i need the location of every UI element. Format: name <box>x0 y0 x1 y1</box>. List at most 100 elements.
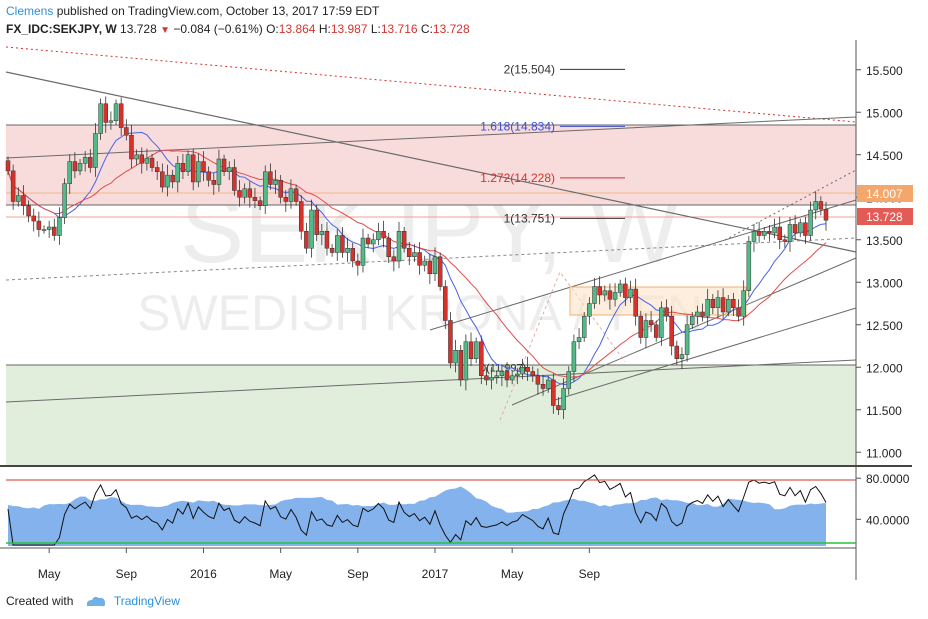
candle <box>813 191 818 220</box>
candle <box>206 166 211 187</box>
candle <box>298 195 304 240</box>
channel-upper-line <box>429 199 857 331</box>
candle <box>118 97 124 136</box>
candle <box>710 293 716 315</box>
candle <box>715 290 721 319</box>
candle <box>82 151 88 172</box>
candle-body <box>597 286 602 296</box>
open-value: 13.864 <box>278 22 316 36</box>
candle-body <box>196 161 201 183</box>
rsi-tick-label: 80.0000 <box>866 472 910 486</box>
candle <box>401 227 407 253</box>
candle <box>798 218 803 238</box>
candle <box>777 216 782 250</box>
candle <box>201 151 206 182</box>
candle <box>324 221 330 256</box>
candle <box>129 124 134 169</box>
candle-body <box>489 377 494 381</box>
candle <box>617 279 623 297</box>
candle <box>540 374 546 396</box>
candle-body <box>689 316 695 325</box>
candle <box>818 196 824 216</box>
candle <box>669 305 674 356</box>
candle-body <box>700 311 705 317</box>
candle <box>36 211 42 237</box>
candle <box>144 148 150 171</box>
candle-body <box>211 180 217 185</box>
fib-level-label: 1.618(14.834) <box>480 119 555 133</box>
symbol-name[interactable]: FX_IDC:SEKJPY, W <box>6 22 117 36</box>
candle-body <box>448 320 453 364</box>
candle <box>731 292 736 317</box>
created-with: Created with <box>6 594 74 608</box>
time-tick-label: May <box>38 567 61 581</box>
candle-body <box>72 161 78 172</box>
candle <box>237 180 242 207</box>
candle <box>576 328 582 350</box>
candle-body <box>365 237 371 245</box>
candle-body <box>463 341 469 381</box>
candle <box>458 344 463 387</box>
candle-body <box>823 208 829 221</box>
candle <box>180 153 186 180</box>
candle <box>736 299 741 322</box>
candle <box>124 119 129 141</box>
candle-body <box>818 201 824 210</box>
candle-body <box>612 292 618 300</box>
sma-red-line <box>7 149 827 379</box>
candle-body <box>623 283 628 298</box>
price-tick-label: 15.000 <box>866 106 903 120</box>
price-tick-label: 12.500 <box>866 319 903 333</box>
rsi-area <box>8 486 826 546</box>
candle-body <box>473 341 479 359</box>
long-uptrend-line <box>5 359 857 403</box>
candle-body <box>278 180 283 198</box>
candle <box>252 187 258 208</box>
candle <box>350 242 355 268</box>
candle-body <box>587 303 592 317</box>
last-price: 13.728 <box>120 22 157 36</box>
candle <box>720 288 726 320</box>
candle <box>16 187 21 207</box>
upper-dotted-trendline <box>5 46 857 123</box>
price-badge-upper: 14.007 <box>866 187 903 201</box>
candle <box>679 347 685 370</box>
candle <box>653 320 659 342</box>
candle-body <box>216 158 222 185</box>
candle <box>597 276 602 305</box>
price-change: −0.084 (−0.61%) <box>173 22 263 36</box>
candle-body <box>304 231 309 249</box>
author-link[interactable]: Clemens <box>6 4 54 18</box>
candle-body <box>5 160 11 172</box>
low-label: L: <box>370 22 381 36</box>
price-tick-label: 12.000 <box>866 361 903 375</box>
tradingview-logo-icon[interactable] <box>85 595 107 608</box>
resistance-zone <box>6 125 856 205</box>
price-chart[interactable]: SEKJPY, W SWEDISH KRONA / YEN 2(15.504)1… <box>0 40 928 585</box>
open-label: O: <box>266 22 279 36</box>
candle-body <box>633 288 638 317</box>
candle-body <box>576 337 582 342</box>
candle <box>525 356 530 381</box>
candle-body <box>314 209 319 235</box>
candle-body <box>160 171 165 188</box>
candle-body <box>792 224 798 234</box>
candle-body <box>767 231 772 234</box>
candle <box>170 169 175 189</box>
candle <box>772 218 777 239</box>
candle-body <box>124 127 129 136</box>
tradingview-link[interactable]: TradingView <box>113 594 180 608</box>
candle <box>360 228 366 273</box>
candle-body <box>154 167 160 172</box>
candle <box>273 169 278 194</box>
candle <box>371 233 376 253</box>
candle <box>412 244 417 263</box>
candle-body <box>319 231 325 235</box>
candle <box>407 241 412 266</box>
candle-body <box>494 375 499 378</box>
candle-body <box>726 299 731 313</box>
candle-body <box>298 201 304 232</box>
candle-body <box>674 345 680 359</box>
channel-mid-line <box>554 307 857 401</box>
candle-body <box>427 260 433 274</box>
